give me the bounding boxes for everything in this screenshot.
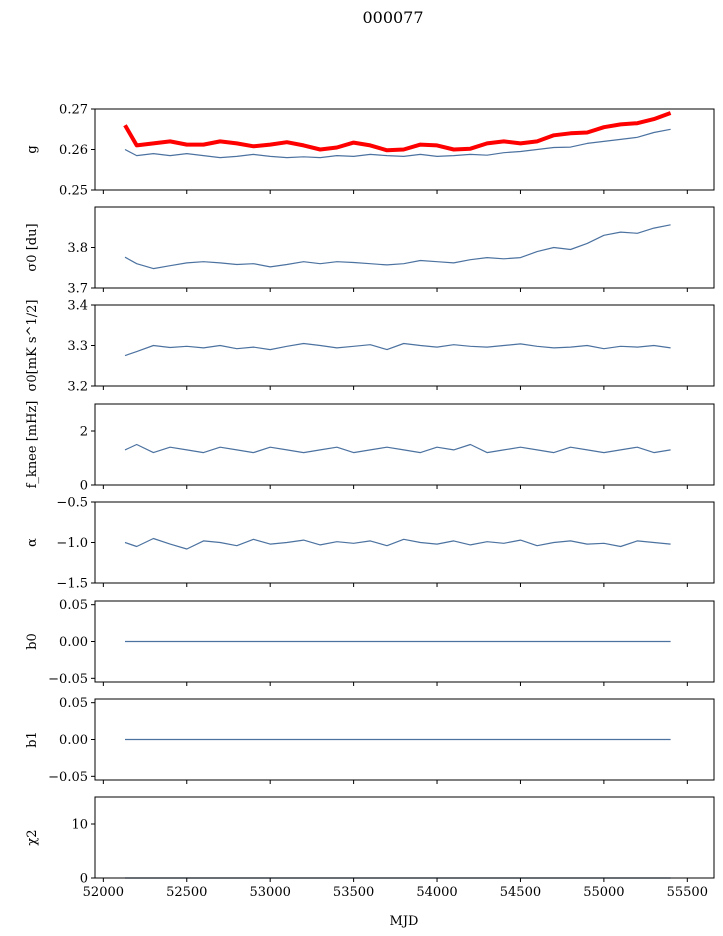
y-tick-label-7-1: 10 bbox=[71, 818, 88, 833]
y-tick-label-4-0: −1.5 bbox=[56, 577, 88, 592]
subplot-2: 3.2 3.3 3.4 σ0[mK s^1/2] bbox=[25, 299, 715, 395]
y-tick-label-0-1: 0.26 bbox=[59, 143, 88, 158]
y-tick-label-7-0: 0 bbox=[80, 872, 88, 887]
x-tick-label-7: 55500 bbox=[667, 885, 708, 900]
series-line-1-0 bbox=[124, 224, 671, 270]
axes-frame-7 bbox=[94, 796, 715, 879]
y-tick-label-1-0: 3.7 bbox=[67, 282, 88, 297]
y-axis-title-7: χ2 bbox=[25, 829, 40, 845]
subplot-4: −1.5 −1.0 −0.5 α bbox=[25, 496, 715, 592]
y-tick-label-3-0: 0 bbox=[80, 479, 88, 494]
axes-frame-1 bbox=[94, 206, 715, 289]
y-tick-label-4-1: −1.0 bbox=[56, 536, 88, 551]
subplot-7: 0 10 52000 52500 53000 53500 54000 54500 55000 55… bbox=[25, 796, 715, 900]
series-line-2-0 bbox=[124, 342, 671, 357]
subplot-1: 3.7 3.8 σ0 [du] bbox=[25, 206, 715, 297]
y-tick-label-6-2: 0.05 bbox=[59, 696, 88, 711]
y-tick-label-2-2: 3.4 bbox=[67, 299, 88, 314]
y-tick-label-6-0: −0.05 bbox=[48, 770, 88, 785]
y-tick-label-1-1: 3.8 bbox=[67, 241, 88, 256]
y-axis-title-0: g bbox=[25, 145, 40, 153]
series-line-3-0 bbox=[124, 443, 671, 454]
y-axis-title-5: b0 bbox=[25, 633, 40, 650]
x-axis-title: MJD bbox=[390, 914, 419, 929]
y-tick-label-5-1: 0.00 bbox=[59, 635, 88, 650]
subplot-3: 0 2 f_knee [mHz] bbox=[25, 401, 715, 494]
subplot-grid: 0.25 0.26 0.27 g 3.7 3.8 σ0 [du] 3.2 3.3 3.4 σ0[mK… bbox=[25, 103, 715, 900]
x-tick-label-4: 54000 bbox=[416, 885, 457, 900]
series-line-0-1 bbox=[123, 111, 672, 153]
axes-frame-2 bbox=[94, 304, 715, 387]
x-tick-label-6: 55000 bbox=[583, 885, 624, 900]
figure-title: 000077 bbox=[362, 8, 423, 27]
y-axis-title-4: α bbox=[25, 538, 40, 547]
axes-frame-4 bbox=[94, 501, 715, 584]
series-line-4-0 bbox=[124, 537, 671, 550]
y-axis-title-2: σ0[mK s^1/2] bbox=[25, 300, 40, 392]
x-tick-label-5: 54500 bbox=[500, 885, 541, 900]
x-tick-label-1: 52500 bbox=[166, 885, 207, 900]
x-tick-label-0: 52000 bbox=[83, 885, 124, 900]
y-tick-label-3-1: 2 bbox=[80, 425, 88, 440]
series-line-0-0 bbox=[124, 128, 671, 159]
y-tick-label-0-0: 0.25 bbox=[59, 184, 88, 199]
y-axis-title-3: f_knee [mHz] bbox=[25, 401, 40, 489]
y-tick-label-0-2: 0.27 bbox=[59, 103, 88, 118]
y-tick-label-4-2: −0.5 bbox=[56, 496, 88, 511]
y-tick-label-5-2: 0.05 bbox=[59, 598, 88, 613]
x-tick-label-2: 53000 bbox=[250, 885, 291, 900]
axes-frame-3 bbox=[94, 403, 715, 486]
subplot-6: −0.05 0.00 0.05 b1 bbox=[25, 696, 715, 785]
y-axis-title-1: σ0 [du] bbox=[25, 223, 40, 271]
y-tick-label-2-1: 3.3 bbox=[67, 339, 88, 354]
x-tick-label-3: 53500 bbox=[333, 885, 374, 900]
subplot-5: −0.05 0.00 0.05 b0 bbox=[25, 598, 715, 687]
y-tick-label-2-0: 3.2 bbox=[67, 380, 88, 395]
y-tick-label-6-1: 0.00 bbox=[59, 733, 88, 748]
subplot-0: 0.25 0.26 0.27 g bbox=[25, 103, 715, 199]
y-tick-label-5-0: −0.05 bbox=[48, 672, 88, 687]
y-axis-title-6: b1 bbox=[25, 731, 40, 748]
